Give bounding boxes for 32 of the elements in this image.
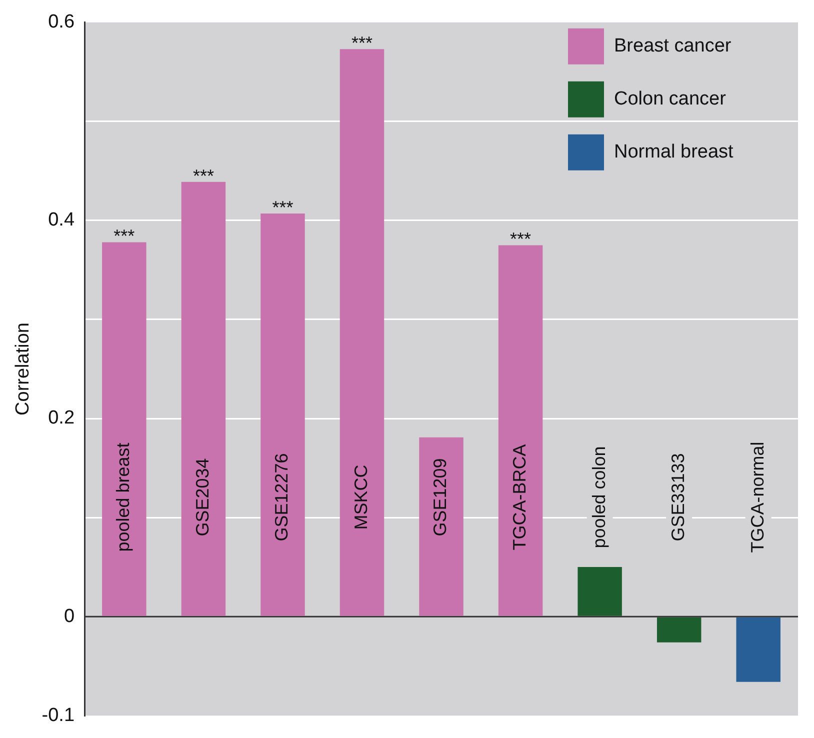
bar [736,617,780,682]
bar [419,437,464,616]
legend-label: Normal breast [614,142,734,163]
y-axis-title: Correlation [12,322,34,416]
annotation: *** [192,166,214,186]
bar [340,49,384,616]
bar [578,567,622,616]
x-tick-label: GSE12276 [272,453,292,542]
x-tick-label: MSKCC [350,464,371,530]
x-tick-label: GSE1209 [430,458,450,536]
x-tick-label: GSE33133 [668,453,688,542]
bar [181,182,226,616]
annotation: *** [510,229,532,250]
annotation: *** [114,226,135,246]
bar [260,214,305,616]
bar [102,242,146,616]
y-tick-label: 0.2 [48,408,75,429]
y-tick-label: 0.4 [48,210,75,231]
annotation: *** [272,197,294,218]
y-tick-label: -0.1 [42,704,75,726]
x-tick-label: TGCA-BRCA [510,444,530,550]
x-tick-label: GSE2034 [192,458,212,536]
bar [656,617,702,642]
bar [498,245,543,616]
annotation: *** [351,33,373,54]
y-tick-label: 0.6 [48,12,75,33]
legend-label: Colon cancer [614,88,727,110]
x-tick-label: TGCA-normal [747,442,768,553]
x-tick-label: pooled colon [588,446,609,548]
y-tick-label: 0 [64,606,75,627]
legend-label: Breast cancer [614,36,732,57]
x-tick-label: pooled breast [113,442,134,552]
